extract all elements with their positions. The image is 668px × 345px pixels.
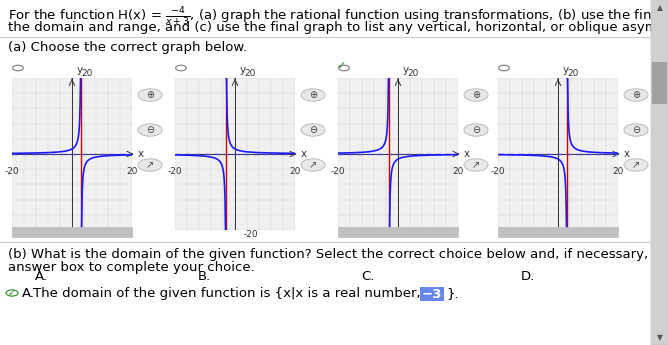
Text: -20: -20 [491,167,505,176]
Text: x: x [301,149,307,159]
Text: x: x [138,149,144,159]
Text: B.: B. [198,270,211,284]
Text: y: y [403,66,409,76]
Text: the domain and range, and (c) use the final graph to list any vertical, horizont: the domain and range, and (c) use the fi… [8,21,668,34]
Text: The domain of the given function is {x|x is a real number, x≠: The domain of the given function is {x|x… [33,287,444,300]
Text: y: y [77,66,83,76]
Text: 20: 20 [81,69,92,78]
Text: 20: 20 [244,69,255,78]
Text: 20: 20 [289,167,301,176]
Text: ⊕: ⊕ [632,90,640,100]
Text: 20: 20 [613,167,624,176]
Text: ⊖: ⊖ [632,125,640,135]
Text: -20: -20 [407,230,422,239]
Text: ⊖: ⊖ [472,125,480,135]
Text: ✓: ✓ [8,288,16,298]
Text: D.: D. [521,270,535,284]
Text: -20: -20 [567,230,582,239]
Text: ►: ► [450,229,455,235]
Text: ►: ► [609,229,615,235]
Text: ◄: ◄ [15,229,21,235]
Text: (a) Choose the correct graph below.: (a) Choose the correct graph below. [8,41,247,54]
Text: ⊕: ⊕ [472,90,480,100]
Text: ⊖: ⊖ [309,125,317,135]
Text: -20: -20 [244,230,259,239]
Text: −3: −3 [422,287,442,300]
Text: ▼: ▼ [657,333,663,342]
Text: 20: 20 [407,69,418,78]
Text: -20: -20 [81,230,96,239]
Text: A.: A. [35,270,48,284]
Text: ↗: ↗ [472,160,480,170]
Text: y: y [562,66,568,76]
Text: 20: 20 [452,167,464,176]
Text: ►: ► [124,229,129,235]
Text: For the function H(x) = $\frac{-4}{x+3}$, (a) graph the rational function using : For the function H(x) = $\frac{-4}{x+3}$… [8,6,668,28]
Text: -20: -20 [5,167,19,176]
Text: ⊕: ⊕ [309,90,317,100]
Text: ⊖: ⊖ [146,125,154,135]
Text: ◄: ◄ [502,229,507,235]
Text: 20: 20 [126,167,138,176]
Text: C.: C. [361,270,374,284]
Text: ✓: ✓ [336,61,345,71]
Text: ◄: ◄ [341,229,347,235]
Text: -20: -20 [331,167,345,176]
Text: ↗: ↗ [309,160,317,170]
Text: ↗: ↗ [632,160,640,170]
Text: y: y [240,66,246,76]
Text: x: x [624,149,630,159]
Text: ↗: ↗ [146,160,154,170]
Text: answer box to complete your choice.: answer box to complete your choice. [8,261,255,274]
Text: ⊕: ⊕ [146,90,154,100]
Text: ▲: ▲ [657,3,663,12]
Text: x: x [464,149,470,159]
Text: -20: -20 [168,167,182,176]
Text: 20: 20 [567,69,578,78]
Text: A.: A. [22,287,35,300]
Text: (b) What is the domain of the given function? Select the correct choice below an: (b) What is the domain of the given func… [8,248,668,261]
Text: }.: }. [446,287,459,300]
